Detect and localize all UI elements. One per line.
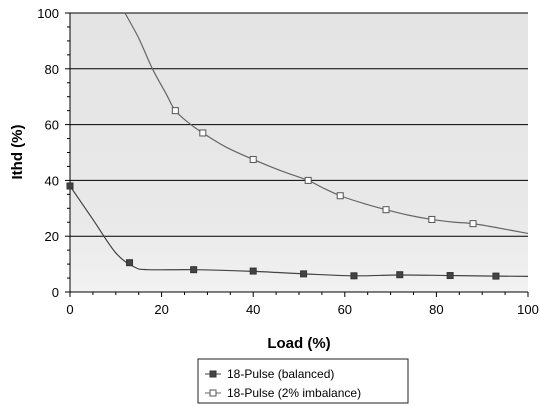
legend-marker-imbalance	[209, 389, 217, 397]
data-point-balanced-5	[350, 272, 358, 280]
legend-entry-balanced: 18-Pulse (balanced)	[205, 367, 334, 381]
x-axis-title: Load (%)	[267, 335, 330, 352]
legend-marker-balanced	[209, 370, 217, 378]
data-point-balanced-3	[249, 267, 257, 275]
x-axis-ticks: 0 20 40 60 80 100	[66, 292, 539, 317]
series-balanced	[66, 182, 529, 280]
data-point-imbalance-7	[469, 220, 477, 228]
data-point-balanced-7	[446, 272, 454, 280]
data-point-balanced-0	[66, 182, 74, 190]
data-point-balanced-1	[126, 259, 134, 267]
y-tick-label-20: 20	[45, 229, 59, 244]
gridlines	[70, 12, 528, 237]
data-point-imbalance-3	[304, 176, 312, 184]
legend-box	[197, 358, 409, 404]
x-tick-label-100: 100	[517, 302, 539, 317]
data-point-imbalance-2	[249, 155, 257, 163]
x-tick-label-60: 60	[338, 302, 352, 317]
data-point-imbalance-0	[171, 107, 179, 115]
legend-label-balanced: 18-Pulse (balanced)	[227, 367, 334, 381]
x-tick-label-0: 0	[66, 302, 73, 317]
plot-area	[70, 13, 528, 292]
data-point-balanced-2	[190, 266, 198, 274]
y-tick-label-100: 100	[37, 6, 59, 21]
y-axis-title: Ithd (%)	[9, 125, 26, 180]
data-point-imbalance-6	[428, 215, 436, 223]
legend: 18-Pulse (balanced) 18-Pulse (2% imbalan…	[197, 358, 409, 404]
y-tick-label-80: 80	[45, 62, 59, 77]
legend-entry-imbalance: 18-Pulse (2% imbalance)	[205, 386, 361, 400]
y-tick-label-40: 40	[45, 173, 59, 188]
y-axis-ticks: 0 20 40 60 80 100	[37, 6, 70, 300]
series-imbalance	[124, 12, 529, 235]
x-tick-label-20: 20	[154, 302, 168, 317]
data-point-balanced-6	[396, 271, 404, 279]
y-tick-label-60: 60	[45, 118, 59, 133]
data-point-imbalance-1	[199, 129, 207, 137]
data-point-imbalance-4	[336, 192, 344, 200]
x-tick-label-80: 80	[429, 302, 443, 317]
legend-label-imbalance: 18-Pulse (2% imbalance)	[227, 386, 361, 400]
series-layer	[66, 12, 529, 280]
data-point-imbalance-5	[382, 206, 390, 214]
y-tick-label-0: 0	[52, 285, 59, 300]
x-tick-label-40: 40	[246, 302, 260, 317]
data-point-balanced-4	[300, 270, 308, 278]
data-point-balanced-8	[492, 272, 500, 280]
